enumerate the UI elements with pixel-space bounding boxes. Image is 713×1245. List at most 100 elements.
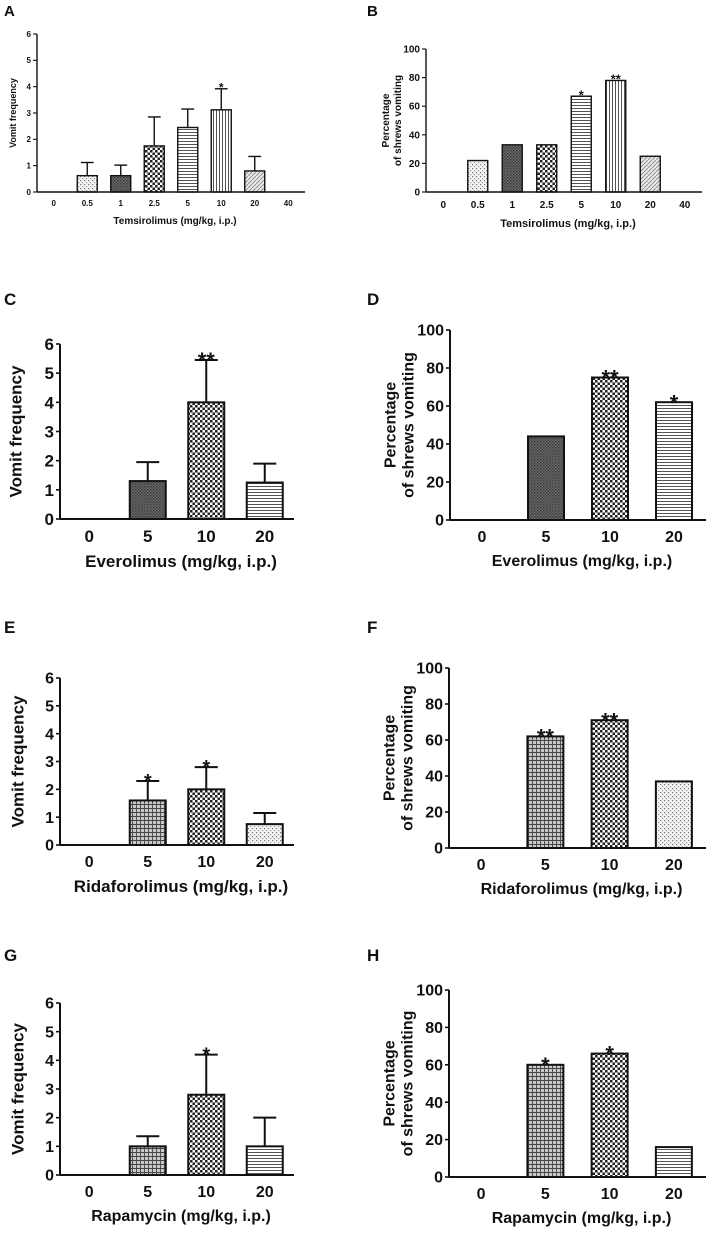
y-axis-label-c-line-1: Vomit frequency	[7, 365, 26, 497]
y-tick-label-c-6: 6	[45, 335, 54, 354]
panel-letter-f: F	[367, 618, 377, 637]
x-axis-label-b: Temsirolimus (mg/kg, i.p.)	[500, 218, 636, 230]
y-tick-label-d-80: 80	[426, 361, 444, 378]
significance-mark-f-10: **	[601, 708, 619, 733]
x-tick-label-h-20: 20	[665, 1186, 683, 1203]
y-tick-label-h-0: 0	[434, 1170, 443, 1187]
y-tick-label-a-1: 1	[27, 161, 32, 170]
bar-d-20	[655, 401, 693, 522]
y-tick-label-b-80: 80	[409, 73, 421, 84]
x-tick-label-f-20: 20	[665, 857, 683, 874]
significance-mark-h-10: *	[605, 1042, 614, 1067]
bar-g-5	[128, 1145, 167, 1177]
y-axis-label-d-line-2: of shrews vomiting	[401, 352, 418, 498]
x-tick-label-a-2.5: 2.5	[149, 199, 161, 208]
x-tick-label-f-5: 5	[541, 857, 550, 874]
x-tick-label-e-0: 0	[85, 854, 94, 871]
x-tick-label-a-0: 0	[52, 199, 57, 208]
y-tick-label-g-2: 2	[45, 1110, 54, 1127]
x-tick-label-e-10: 10	[197, 854, 215, 871]
bar-c-5	[128, 480, 167, 521]
y-tick-label-e-3: 3	[45, 754, 54, 771]
bar-b-10	[605, 79, 627, 193]
y-tick-label-e-0: 0	[45, 838, 54, 855]
y-axis-label-g-line-1: Vomit frequency	[9, 1022, 28, 1154]
y-tick-label-c-2: 2	[45, 452, 54, 471]
bar-a-10	[210, 109, 232, 193]
y-tick-label-e-6: 6	[45, 671, 54, 688]
x-tick-label-b-10: 10	[610, 200, 622, 211]
y-tick-label-d-20: 20	[426, 475, 444, 492]
bar-h-5	[526, 1063, 565, 1179]
significance-mark-b-10: **	[611, 72, 622, 87]
y-tick-label-d-100: 100	[417, 323, 444, 340]
significance-mark-g-10: *	[202, 1045, 210, 1067]
panel-g: G * 0 1 2 3 4 5 6 0 5 10 20 Rapamycin (mg/kg, i.p.) Vo…	[4, 946, 294, 1225]
panel-f: F ** ** 0 20 40 60 80 100 0 5 10 20 Ridaforolimus (mg…	[367, 618, 706, 898]
y-tick-label-b-0: 0	[414, 188, 420, 199]
y-tick-label-g-1: 1	[45, 1139, 54, 1156]
y-tick-label-g-0: 0	[45, 1168, 54, 1185]
x-tick-label-g-5: 5	[143, 1184, 152, 1201]
y-axis-label-e-line-1: Vomit frequency	[9, 695, 28, 827]
y-tick-label-h-60: 60	[425, 1057, 443, 1074]
x-tick-label-f-0: 0	[477, 857, 486, 874]
bar-b-5	[570, 95, 592, 193]
y-tick-label-f-80: 80	[425, 697, 443, 714]
bar-f-20	[654, 780, 693, 850]
x-tick-label-b-5: 5	[578, 200, 584, 211]
y-axis-label-b-line-2: of shrews vomiting	[393, 75, 404, 166]
y-tick-label-b-60: 60	[409, 102, 421, 113]
y-axis-label-f-line-2: of shrews vomiting	[400, 685, 417, 831]
y-tick-label-e-2: 2	[45, 782, 54, 799]
y-tick-label-h-100: 100	[416, 983, 443, 1000]
bar-a-2.5	[143, 145, 165, 193]
bar-a-0.5	[76, 174, 98, 193]
y-tick-label-g-4: 4	[45, 1053, 54, 1070]
x-tick-label-b-1: 1	[509, 200, 515, 211]
x-axis-label-c: Everolimus (mg/kg, i.p.)	[85, 552, 277, 571]
x-axis-label-d: Everolimus (mg/kg, i.p.)	[492, 553, 672, 570]
y-axis-label-b-line-1: Percentage	[381, 93, 392, 147]
y-tick-label-c-0: 0	[45, 510, 54, 529]
x-tick-label-a-5: 5	[186, 199, 191, 208]
significance-mark-d-10: **	[601, 366, 619, 391]
y-tick-label-e-4: 4	[45, 726, 54, 743]
bar-c-10	[187, 401, 226, 521]
x-tick-label-e-5: 5	[143, 854, 152, 871]
significance-mark-d-20: *	[670, 390, 679, 415]
y-tick-label-a-2: 2	[27, 135, 32, 144]
x-tick-label-c-20: 20	[255, 527, 274, 546]
y-tick-label-a-5: 5	[27, 56, 32, 65]
bar-h-20	[654, 1146, 693, 1178]
bar-a-5	[177, 126, 199, 193]
significance-mark-c-10: **	[198, 348, 216, 373]
x-axis-label-g: Rapamycin (mg/kg, i.p.)	[91, 1208, 271, 1225]
panel-e: E * * 0 1 2 3 4 5 6 0 5 10 20 Ridaforolimus (mg/kg, i.…	[4, 618, 294, 896]
panel-a: A * 0 1 2 3 4 5 6 0 0.5 1 2.5 5 10 20 40 Temsirolimus (mg…	[4, 3, 305, 227]
x-tick-label-b-40: 40	[679, 200, 691, 211]
y-tick-label-g-6: 6	[45, 996, 54, 1013]
y-tick-label-h-40: 40	[425, 1095, 443, 1112]
significance-mark-f-5: **	[537, 725, 555, 750]
y-tick-label-c-3: 3	[45, 422, 54, 441]
x-tick-label-d-10: 10	[601, 529, 619, 546]
panel-c: C ** 0 1 2 3 4 5 6 0 5 10 20 Everolimus (mg/kg, i.p.)…	[4, 290, 294, 571]
x-tick-label-a-10: 10	[217, 199, 226, 208]
y-tick-label-a-6: 6	[27, 30, 32, 39]
x-tick-label-f-10: 10	[601, 857, 619, 874]
x-tick-label-b-20: 20	[645, 200, 657, 211]
panel-letter-b: B	[367, 3, 378, 20]
bar-b-20	[639, 155, 661, 193]
bar-d-10	[591, 376, 629, 521]
y-tick-label-d-60: 60	[426, 399, 444, 416]
y-tick-label-a-4: 4	[27, 82, 32, 91]
bar-a-1	[110, 174, 132, 193]
bar-e-20	[245, 823, 284, 846]
x-tick-label-a-0.5: 0.5	[82, 199, 94, 208]
y-tick-label-e-1: 1	[45, 810, 54, 827]
bar-d-5	[527, 435, 565, 521]
